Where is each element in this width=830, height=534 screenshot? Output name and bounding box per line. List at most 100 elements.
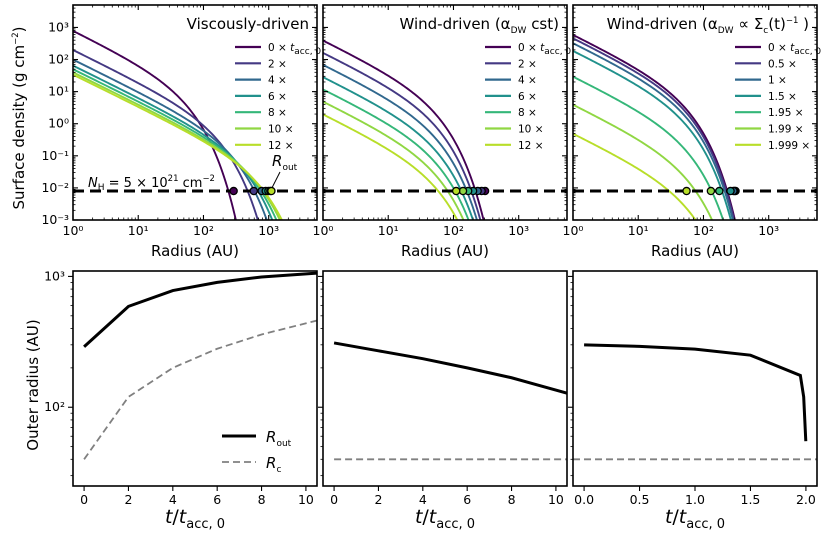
nh-sup2: −2 <box>202 174 215 184</box>
nh-eq: = 5 × 10 <box>105 176 168 191</box>
xl-sub: acc, 0 <box>686 517 725 532</box>
x-tick-label: 1.5 <box>741 492 761 507</box>
curve-4 <box>573 50 732 220</box>
density-panel-2: 10⁰ 10¹ 10² 10³ Radius (AU) Wind-driven (αDW … <box>313 4 571 260</box>
x-tick-label: 0.0 <box>574 492 594 507</box>
legend-label-3: 4 × <box>268 75 287 87</box>
x-tick-label: 10¹ <box>378 223 399 238</box>
panel-title: Wind-driven (αDW cst) <box>399 15 559 36</box>
xl-slash: / <box>172 506 179 528</box>
legend-label-2: 0.5 × <box>768 58 797 70</box>
legend-label-7: 12 × <box>518 140 544 152</box>
leg-r: R <box>266 428 276 446</box>
rout-marker-4 <box>726 186 735 196</box>
curve-6 <box>323 100 465 220</box>
curve-1 <box>73 30 237 220</box>
leg-rc: R <box>266 454 276 472</box>
x-tick-label: 10 <box>298 492 314 507</box>
x-tick-label: 10¹ <box>628 223 649 238</box>
rout-line <box>333 341 567 395</box>
x-axis-label: Radius (AU) <box>151 242 239 260</box>
legend-label-5: 1.95 × <box>768 107 804 119</box>
rout-marker-5 <box>715 186 724 196</box>
legend-label-1: 0 × tacc, 0 <box>768 42 821 57</box>
axes-frame <box>322 270 568 487</box>
rout-sub: out <box>282 163 297 173</box>
legend-label-4: 6 × <box>268 91 287 103</box>
xl-t2: t <box>429 506 438 528</box>
leg-rc-sub: c <box>276 465 281 475</box>
rout-marker-7 <box>267 186 276 196</box>
leg-sub: out <box>276 439 291 449</box>
top-row: 10⁰ 10¹ 10² 10³ 10⁻³ 10⁻² 10⁻¹ 10⁰ 10¹ 10² 10³ Radi… <box>41 4 821 260</box>
plot-area <box>333 341 567 461</box>
legend-label-6: 10 × <box>518 124 544 136</box>
legend-label-3: 1 × <box>768 75 787 87</box>
x-tick-label: 6 <box>463 492 471 507</box>
plot-area <box>83 271 317 460</box>
xl-t: t <box>415 506 424 528</box>
curve-2 <box>73 49 259 220</box>
x-tick-label: 2 <box>124 492 132 507</box>
legend-t: t <box>290 42 295 54</box>
title-rest: ∝ Σ <box>734 15 764 33</box>
nh-unit: cm <box>178 176 202 191</box>
plot-area <box>73 30 317 220</box>
rout-marker-2 <box>249 186 259 196</box>
legend-label-5: 8 × <box>518 107 537 119</box>
xl-t2: t <box>679 506 688 528</box>
x-tick-label: 10 <box>548 492 564 507</box>
legend-label-1: 0 × tacc, 0 <box>518 42 571 57</box>
curve-1 <box>323 39 485 220</box>
x-axis-label: t/tacc, 0 <box>165 506 225 532</box>
ylabel-surface-density: Surface density (g cm−2) <box>10 26 28 209</box>
legend-t: t <box>790 42 795 54</box>
legend-sub: acc, 0 <box>544 47 571 57</box>
xl-sub: acc, 0 <box>436 517 475 532</box>
panel-title: Wind-driven (αDW ∝ Σc(t)−1 ) <box>607 15 809 36</box>
x-tick-label: 2.0 <box>796 492 816 507</box>
nh-sup: 21 <box>168 174 179 184</box>
curve-3 <box>573 42 734 220</box>
curve-7 <box>73 73 283 220</box>
y-tick-label: 10³ <box>48 19 69 34</box>
legend-label-4: 6 × <box>518 91 537 103</box>
x-tick-label: 10² <box>443 223 464 238</box>
x-tick-label: 10² <box>693 223 714 238</box>
rout-line <box>83 271 317 348</box>
xl-t2: t <box>179 506 188 528</box>
x-tick-label: 10⁰ <box>313 223 334 238</box>
curve-5 <box>573 75 725 220</box>
axes-frame <box>72 4 318 221</box>
x-tick-label: 0 <box>80 492 88 507</box>
curve-1 <box>573 34 736 220</box>
x-tick-label: 10³ <box>758 223 779 238</box>
rout-marker-7 <box>682 186 691 196</box>
xl-t: t <box>165 506 174 528</box>
axes-frame <box>72 270 318 487</box>
x-tick-label: 8 <box>258 492 266 507</box>
x-tick-label: 0 <box>330 492 338 507</box>
legend-label-2: 2 × <box>518 58 537 70</box>
title-rest2: (t) <box>768 15 786 33</box>
rout-line <box>584 343 808 442</box>
x-tick-label: 10⁰ <box>563 223 584 238</box>
x-tick-label: 10³ <box>258 223 279 238</box>
axes-frame <box>572 4 818 221</box>
x-tick-label: 6 <box>213 492 221 507</box>
y-tick-label: 10⁰ <box>48 116 69 131</box>
curve-7 <box>323 113 459 220</box>
xl-t: t <box>665 506 674 528</box>
x-tick-label: 8 <box>508 492 516 507</box>
title-sup: −1 <box>786 16 799 26</box>
x-axis-label: t/tacc, 0 <box>415 506 475 532</box>
x-tick-label: 1.0 <box>685 492 705 507</box>
y-tick-label: 10¹ <box>48 84 69 99</box>
curve-2 <box>323 52 482 220</box>
x-axis-label: t/tacc, 0 <box>665 506 725 532</box>
curve-6 <box>73 71 281 220</box>
legend-label-5: 8 × <box>268 107 287 119</box>
x-axis-label: Radius (AU) <box>401 242 489 260</box>
